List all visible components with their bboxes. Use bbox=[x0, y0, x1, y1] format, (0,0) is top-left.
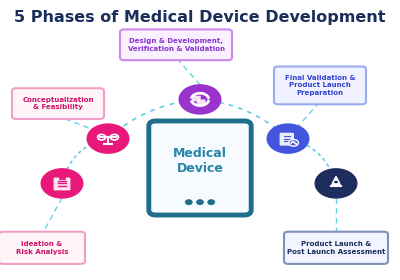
Circle shape bbox=[179, 85, 221, 114]
Text: Conceptualization
& Feasibility: Conceptualization & Feasibility bbox=[22, 97, 94, 110]
FancyBboxPatch shape bbox=[274, 67, 366, 104]
FancyBboxPatch shape bbox=[0, 232, 85, 264]
Circle shape bbox=[182, 87, 218, 112]
Polygon shape bbox=[331, 176, 341, 186]
Circle shape bbox=[270, 126, 306, 151]
Circle shape bbox=[208, 200, 214, 204]
FancyBboxPatch shape bbox=[149, 121, 251, 215]
Text: Medical
Device: Medical Device bbox=[173, 147, 227, 175]
Circle shape bbox=[186, 200, 192, 204]
Text: Design & Development,
Verification & Validation: Design & Development, Verification & Val… bbox=[128, 38, 224, 52]
FancyBboxPatch shape bbox=[284, 232, 388, 264]
Text: Final Validation &
Product Launch
Preparation: Final Validation & Product Launch Prepar… bbox=[285, 75, 355, 96]
Circle shape bbox=[289, 139, 298, 146]
FancyBboxPatch shape bbox=[120, 29, 232, 60]
Circle shape bbox=[44, 171, 80, 196]
Text: Product Launch &
Post Launch Assessment: Product Launch & Post Launch Assessment bbox=[287, 241, 385, 255]
Circle shape bbox=[318, 171, 354, 196]
Text: 5 Phases of Medical Device Development: 5 Phases of Medical Device Development bbox=[14, 10, 386, 25]
FancyBboxPatch shape bbox=[197, 99, 206, 105]
Circle shape bbox=[315, 169, 357, 198]
Circle shape bbox=[267, 124, 309, 153]
Circle shape bbox=[197, 200, 203, 204]
FancyBboxPatch shape bbox=[12, 88, 104, 119]
Circle shape bbox=[333, 180, 339, 184]
FancyBboxPatch shape bbox=[192, 96, 201, 101]
Circle shape bbox=[90, 126, 126, 151]
Text: Ideation &
Risk Analysis: Ideation & Risk Analysis bbox=[16, 241, 68, 255]
FancyBboxPatch shape bbox=[54, 178, 70, 190]
Circle shape bbox=[87, 124, 129, 153]
FancyBboxPatch shape bbox=[280, 133, 294, 146]
Circle shape bbox=[41, 169, 83, 198]
